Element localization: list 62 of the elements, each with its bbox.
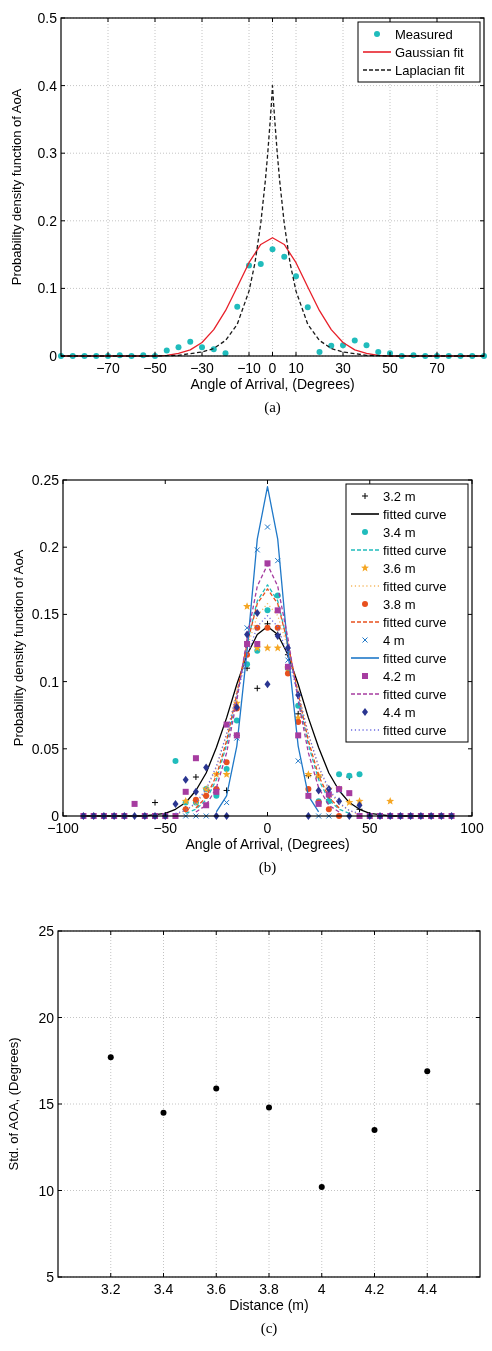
- legend-label: 3.4 m: [383, 524, 416, 540]
- y-tick-label: 10: [38, 1182, 55, 1199]
- legend-label: fitted curve: [383, 614, 447, 630]
- x-axis-title: Angle of Arrival, (Degrees): [190, 376, 355, 392]
- y-tick-label: 15: [38, 1096, 55, 1112]
- text: (c): [260, 1320, 278, 1337]
- y-tick-label: 5: [46, 1269, 55, 1285]
- x-tick-label: −50: [153, 820, 178, 836]
- x-tick-label: 50: [361, 820, 378, 836]
- y-axis-title: Std. of AOA, (Degrees): [6, 1037, 21, 1171]
- y-tick-label: 0: [49, 348, 58, 364]
- x-tick-label: 50: [382, 360, 398, 376]
- legend-label: fitted curve: [383, 650, 447, 666]
- x-tick-label: −50: [143, 360, 168, 376]
- y-tick-label: 0.2: [39, 539, 60, 556]
- y-tick-label: 0.25: [31, 472, 60, 488]
- legend-label: Measured: [395, 26, 453, 42]
- x-tick-label: 100: [460, 820, 484, 836]
- y-axis-title: Probability density function of AoA: [11, 549, 26, 747]
- legend-label: 4.2 m: [383, 668, 416, 684]
- x-tick-label: 0: [268, 360, 277, 376]
- x-tick-label: 3.8: [259, 1281, 279, 1297]
- y-axis-title: Probability density function of AoA: [9, 88, 24, 286]
- y-tick-label: 0.1: [39, 673, 60, 690]
- x-tick-label: 70: [429, 360, 445, 376]
- y-tick-label: 0.5: [37, 10, 58, 26]
- legend-label: fitted curve: [383, 686, 447, 702]
- x-axis-title: Distance (m): [229, 1297, 309, 1313]
- legend-label: 3.6 m: [383, 560, 416, 576]
- legend-label: Gaussian fit: [395, 44, 465, 60]
- y-tick-label: 0.15: [31, 606, 60, 623]
- y-tick-label: 0.2: [37, 212, 58, 229]
- legend-label: 3.8 m: [383, 596, 416, 612]
- legend-label: fitted curve: [383, 542, 447, 558]
- x-tick-label: 4: [317, 1281, 326, 1297]
- y-tick-label: 20: [38, 1009, 55, 1026]
- x-tick-label: 0: [263, 820, 272, 836]
- legend-label: fitted curve: [383, 578, 447, 594]
- legend-label: fitted curve: [383, 722, 447, 738]
- legend-label: fitted curve: [383, 506, 447, 522]
- y-tick-label: 0.4: [37, 77, 58, 94]
- text: (a): [264, 399, 281, 416]
- text: (b): [258, 859, 277, 876]
- y-tick-label: 0.3: [37, 145, 58, 162]
- x-tick-label: 4.4: [417, 1281, 438, 1297]
- x-tick-label: 30: [335, 360, 351, 376]
- legend-label: 3.2 m: [383, 488, 416, 504]
- y-tick-label: 0.05: [31, 740, 60, 757]
- x-tick-label: 3.2: [101, 1281, 121, 1297]
- y-tick-label: 25: [38, 923, 55, 939]
- legend-label: Laplacian fit: [395, 62, 465, 78]
- x-tick-label: 4.2: [364, 1281, 385, 1297]
- x-axis-title: Angle of Arrival, (Degrees): [185, 836, 350, 852]
- y-tick-label: 0.1: [37, 280, 58, 297]
- x-tick-label: −30: [190, 360, 215, 376]
- x-tick-label: −70: [96, 360, 121, 376]
- legend-label: 4 m: [383, 632, 405, 648]
- x-tick-label: −10: [237, 360, 262, 376]
- x-tick-label: 3.6: [206, 1281, 227, 1297]
- x-tick-label: 3.4: [153, 1281, 174, 1297]
- x-tick-label: 10: [288, 360, 304, 376]
- legend-label: 4.4 m: [383, 704, 416, 720]
